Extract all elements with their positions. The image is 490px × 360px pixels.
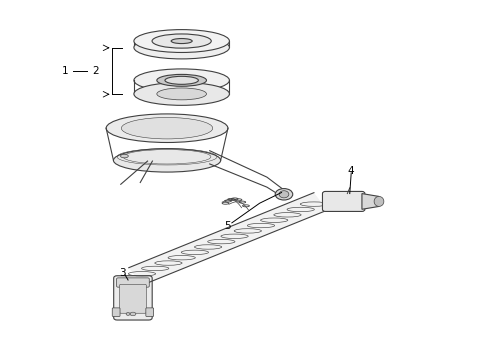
Text: 4: 4 bbox=[348, 166, 355, 176]
Ellipse shape bbox=[106, 114, 228, 143]
Polygon shape bbox=[362, 194, 379, 209]
Ellipse shape bbox=[157, 75, 206, 86]
Ellipse shape bbox=[134, 82, 229, 105]
FancyBboxPatch shape bbox=[322, 192, 365, 211]
FancyBboxPatch shape bbox=[117, 278, 149, 287]
Ellipse shape bbox=[134, 69, 229, 92]
Ellipse shape bbox=[157, 88, 206, 100]
Text: 5: 5 bbox=[224, 221, 231, 231]
FancyBboxPatch shape bbox=[112, 308, 120, 316]
Ellipse shape bbox=[171, 39, 192, 44]
Ellipse shape bbox=[130, 312, 136, 316]
Text: 1: 1 bbox=[61, 66, 68, 76]
Ellipse shape bbox=[134, 36, 229, 59]
FancyBboxPatch shape bbox=[146, 308, 154, 316]
Ellipse shape bbox=[165, 76, 198, 84]
Ellipse shape bbox=[152, 34, 211, 48]
Ellipse shape bbox=[134, 30, 229, 53]
Ellipse shape bbox=[275, 189, 293, 200]
Ellipse shape bbox=[114, 149, 220, 172]
Text: 3: 3 bbox=[119, 268, 125, 278]
Text: 2: 2 bbox=[92, 66, 99, 76]
Ellipse shape bbox=[279, 191, 289, 198]
Ellipse shape bbox=[122, 117, 213, 139]
Ellipse shape bbox=[374, 197, 384, 206]
FancyBboxPatch shape bbox=[120, 284, 147, 313]
FancyBboxPatch shape bbox=[114, 276, 152, 320]
Ellipse shape bbox=[126, 312, 130, 315]
Ellipse shape bbox=[121, 154, 128, 158]
Polygon shape bbox=[129, 193, 327, 285]
